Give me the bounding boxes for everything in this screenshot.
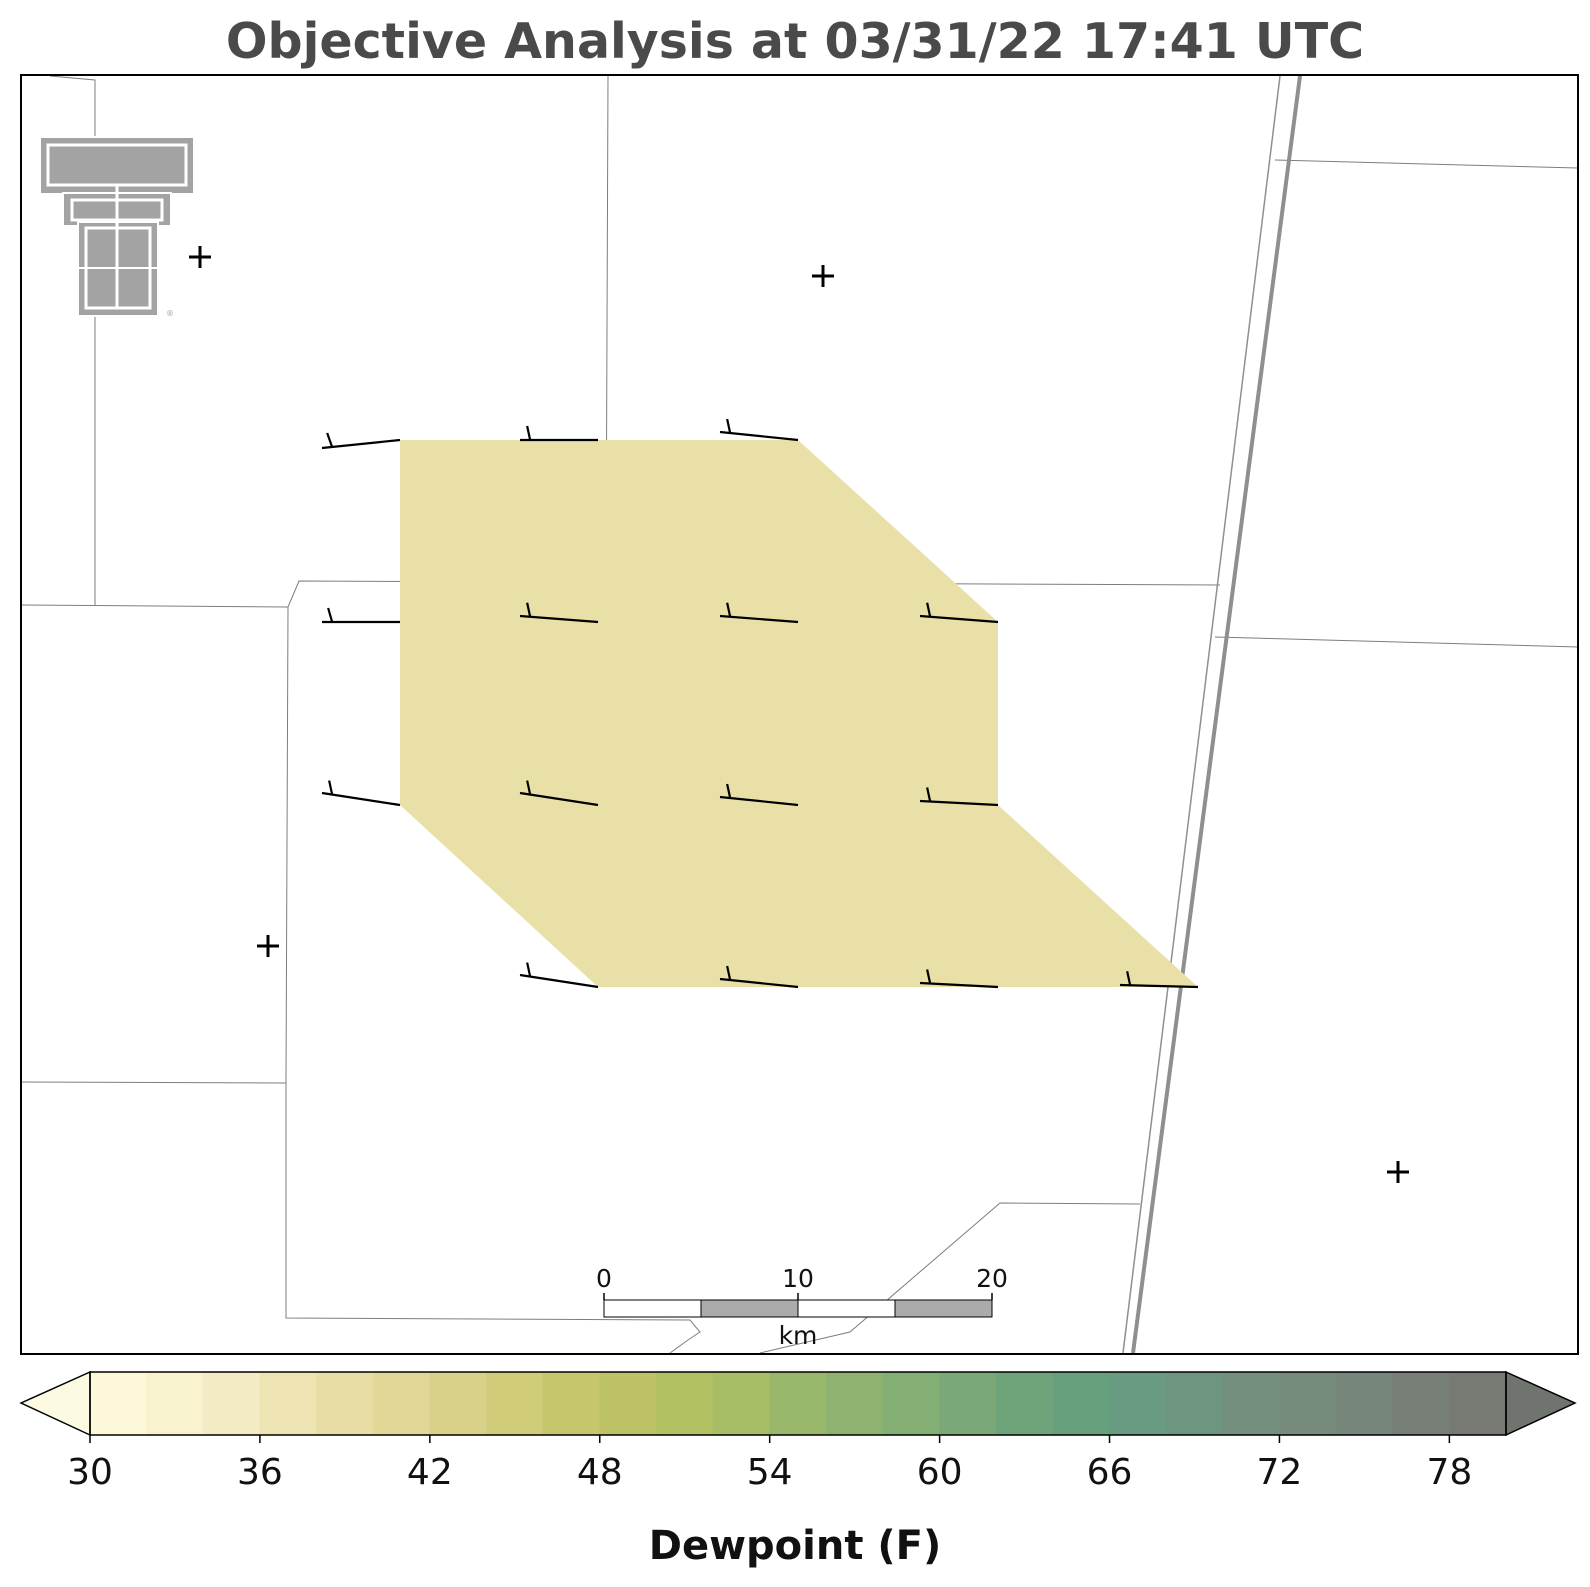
- scale-bar-segment: [700, 1299, 799, 1318]
- wind-barb: [520, 425, 598, 442]
- dewpoint-analysis-region: [400, 440, 1198, 987]
- wind-barb: [719, 602, 799, 624]
- wind-barb: [519, 602, 599, 624]
- svg-text:®: ®: [166, 309, 174, 318]
- wind-barb: [519, 780, 599, 807]
- scale-bar-segment: [894, 1299, 993, 1318]
- texas-tech-double-t-logo: ®: [39, 136, 195, 318]
- wind-barb: [919, 787, 999, 807]
- colorbar-label: Dewpoint (F): [648, 1523, 942, 1569]
- station-plus-marker: [257, 935, 279, 957]
- wind-barb: [719, 418, 799, 442]
- wind-barb: [919, 969, 999, 989]
- wind-barb: [719, 965, 799, 989]
- wind-barb: [919, 602, 999, 624]
- wind-barb: [719, 783, 799, 807]
- wind-barb: [321, 780, 401, 807]
- scale-bar-unit: km: [779, 1321, 818, 1350]
- state-line: [1122, 75, 1302, 1354]
- wind-barb: [321, 432, 401, 450]
- station-plus-marker: [189, 246, 211, 268]
- wind-barb: [322, 607, 400, 624]
- scale-bar: 0 10 20 km: [596, 1264, 1008, 1350]
- wind-barb: [519, 962, 599, 989]
- scale-bar-label-20: 20: [976, 1264, 1008, 1293]
- scale-bar-label-0: 0: [596, 1264, 612, 1293]
- wind-barb: [1119, 971, 1199, 989]
- station-plus-marker: [1387, 1161, 1409, 1183]
- scale-bar-label-10: 10: [782, 1264, 814, 1293]
- station-markers: [189, 246, 1409, 1183]
- wind-barbs: [321, 418, 1199, 989]
- scale-bar-segment: [797, 1299, 896, 1318]
- scale-bar-segment: [603, 1299, 702, 1318]
- station-plus-marker: [812, 265, 834, 287]
- map-border: [20, 74, 1579, 1355]
- map-title: Objective Analysis at 03/31/22 17:41 UTC: [225, 13, 1365, 70]
